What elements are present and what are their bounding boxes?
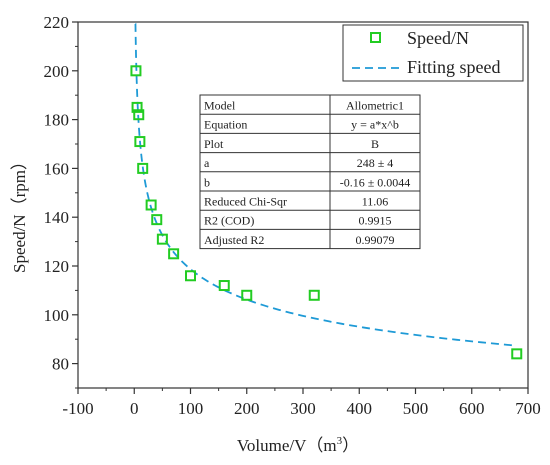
data-points-layer: [130, 65, 523, 360]
data-point: [218, 280, 230, 292]
x-tick-label: 200: [234, 399, 260, 418]
data-point: [145, 199, 157, 211]
data-point: [511, 348, 523, 360]
x-tick-label: 400: [347, 399, 373, 418]
table-row-label: Reduced Chi-Sqr: [204, 195, 287, 209]
y-tick-label: 180: [44, 111, 70, 130]
legend: Speed/N Fitting speed: [342, 24, 524, 82]
table-row-label: a: [204, 156, 210, 170]
y-tick-label: 160: [44, 159, 70, 178]
data-point: [134, 136, 146, 148]
table-row-label: R2 (COD): [204, 214, 254, 228]
table-row-value: 0.99079: [356, 233, 395, 247]
x-tick-label: -100: [62, 399, 93, 418]
table-row-label: Equation: [204, 118, 247, 132]
data-point: [151, 214, 163, 226]
data-point: [131, 101, 143, 113]
y-tick-label: 220: [44, 13, 70, 32]
legend-label-speed: Speed/N: [407, 28, 469, 48]
table-row-value: B: [371, 137, 379, 151]
x-axis-ticks: -100 0 100 200 300 400 500 600 700: [62, 388, 541, 418]
table-row-label: Plot: [204, 137, 224, 151]
fit-curve: [134, 23, 517, 347]
y-tick-label: 200: [44, 62, 70, 81]
y-axis-title: Speed/N（rpm）: [10, 153, 29, 273]
x-axis-title: Volume/V（m3）: [237, 435, 359, 455]
y-tick-label: 140: [44, 208, 70, 227]
y-tick-label: 100: [44, 306, 70, 325]
data-point: [185, 270, 196, 282]
table-row-label: Adjusted R2: [204, 233, 264, 247]
legend-box: [342, 24, 524, 82]
table-row-label: Model: [204, 99, 236, 113]
table-row-label: b: [204, 175, 210, 189]
data-point: [241, 289, 253, 301]
table-row-value: 11.06: [362, 195, 389, 209]
legend-marker-speed: [370, 32, 381, 43]
table-row-value: -0.16 ± 0.0044: [340, 175, 411, 189]
x-tick-label: 700: [515, 399, 541, 418]
fit-line-layer: [134, 23, 517, 347]
data-point: [133, 109, 145, 121]
table-row-value: 248 ± 4: [357, 156, 394, 170]
data-point: [137, 162, 149, 174]
fit-statistics-table: Model Allometric1 Equation y = a*x^b Plot Ba 2…: [199, 94, 421, 250]
data-point: [156, 233, 168, 245]
data-point: [168, 248, 180, 260]
y-axis-ticks: 80 100 120 140 160 180 200 220: [44, 13, 78, 389]
table-row-value: Allometric1: [346, 99, 404, 113]
x-tick-label: 600: [459, 399, 485, 418]
table-row-value: 0.9915: [359, 214, 392, 228]
x-tick-label: 0: [130, 399, 139, 418]
table-row-value: y = a*x^b: [351, 118, 399, 132]
x-tick-label: 500: [403, 399, 429, 418]
y-tick-label: 80: [52, 355, 69, 374]
data-point: [308, 289, 320, 301]
y-tick-label: 120: [44, 257, 70, 276]
x-tick-label: 300: [290, 399, 316, 418]
x-tick-label: 100: [178, 399, 204, 418]
data-point: [130, 65, 142, 77]
legend-label-fit: Fitting speed: [407, 57, 501, 77]
